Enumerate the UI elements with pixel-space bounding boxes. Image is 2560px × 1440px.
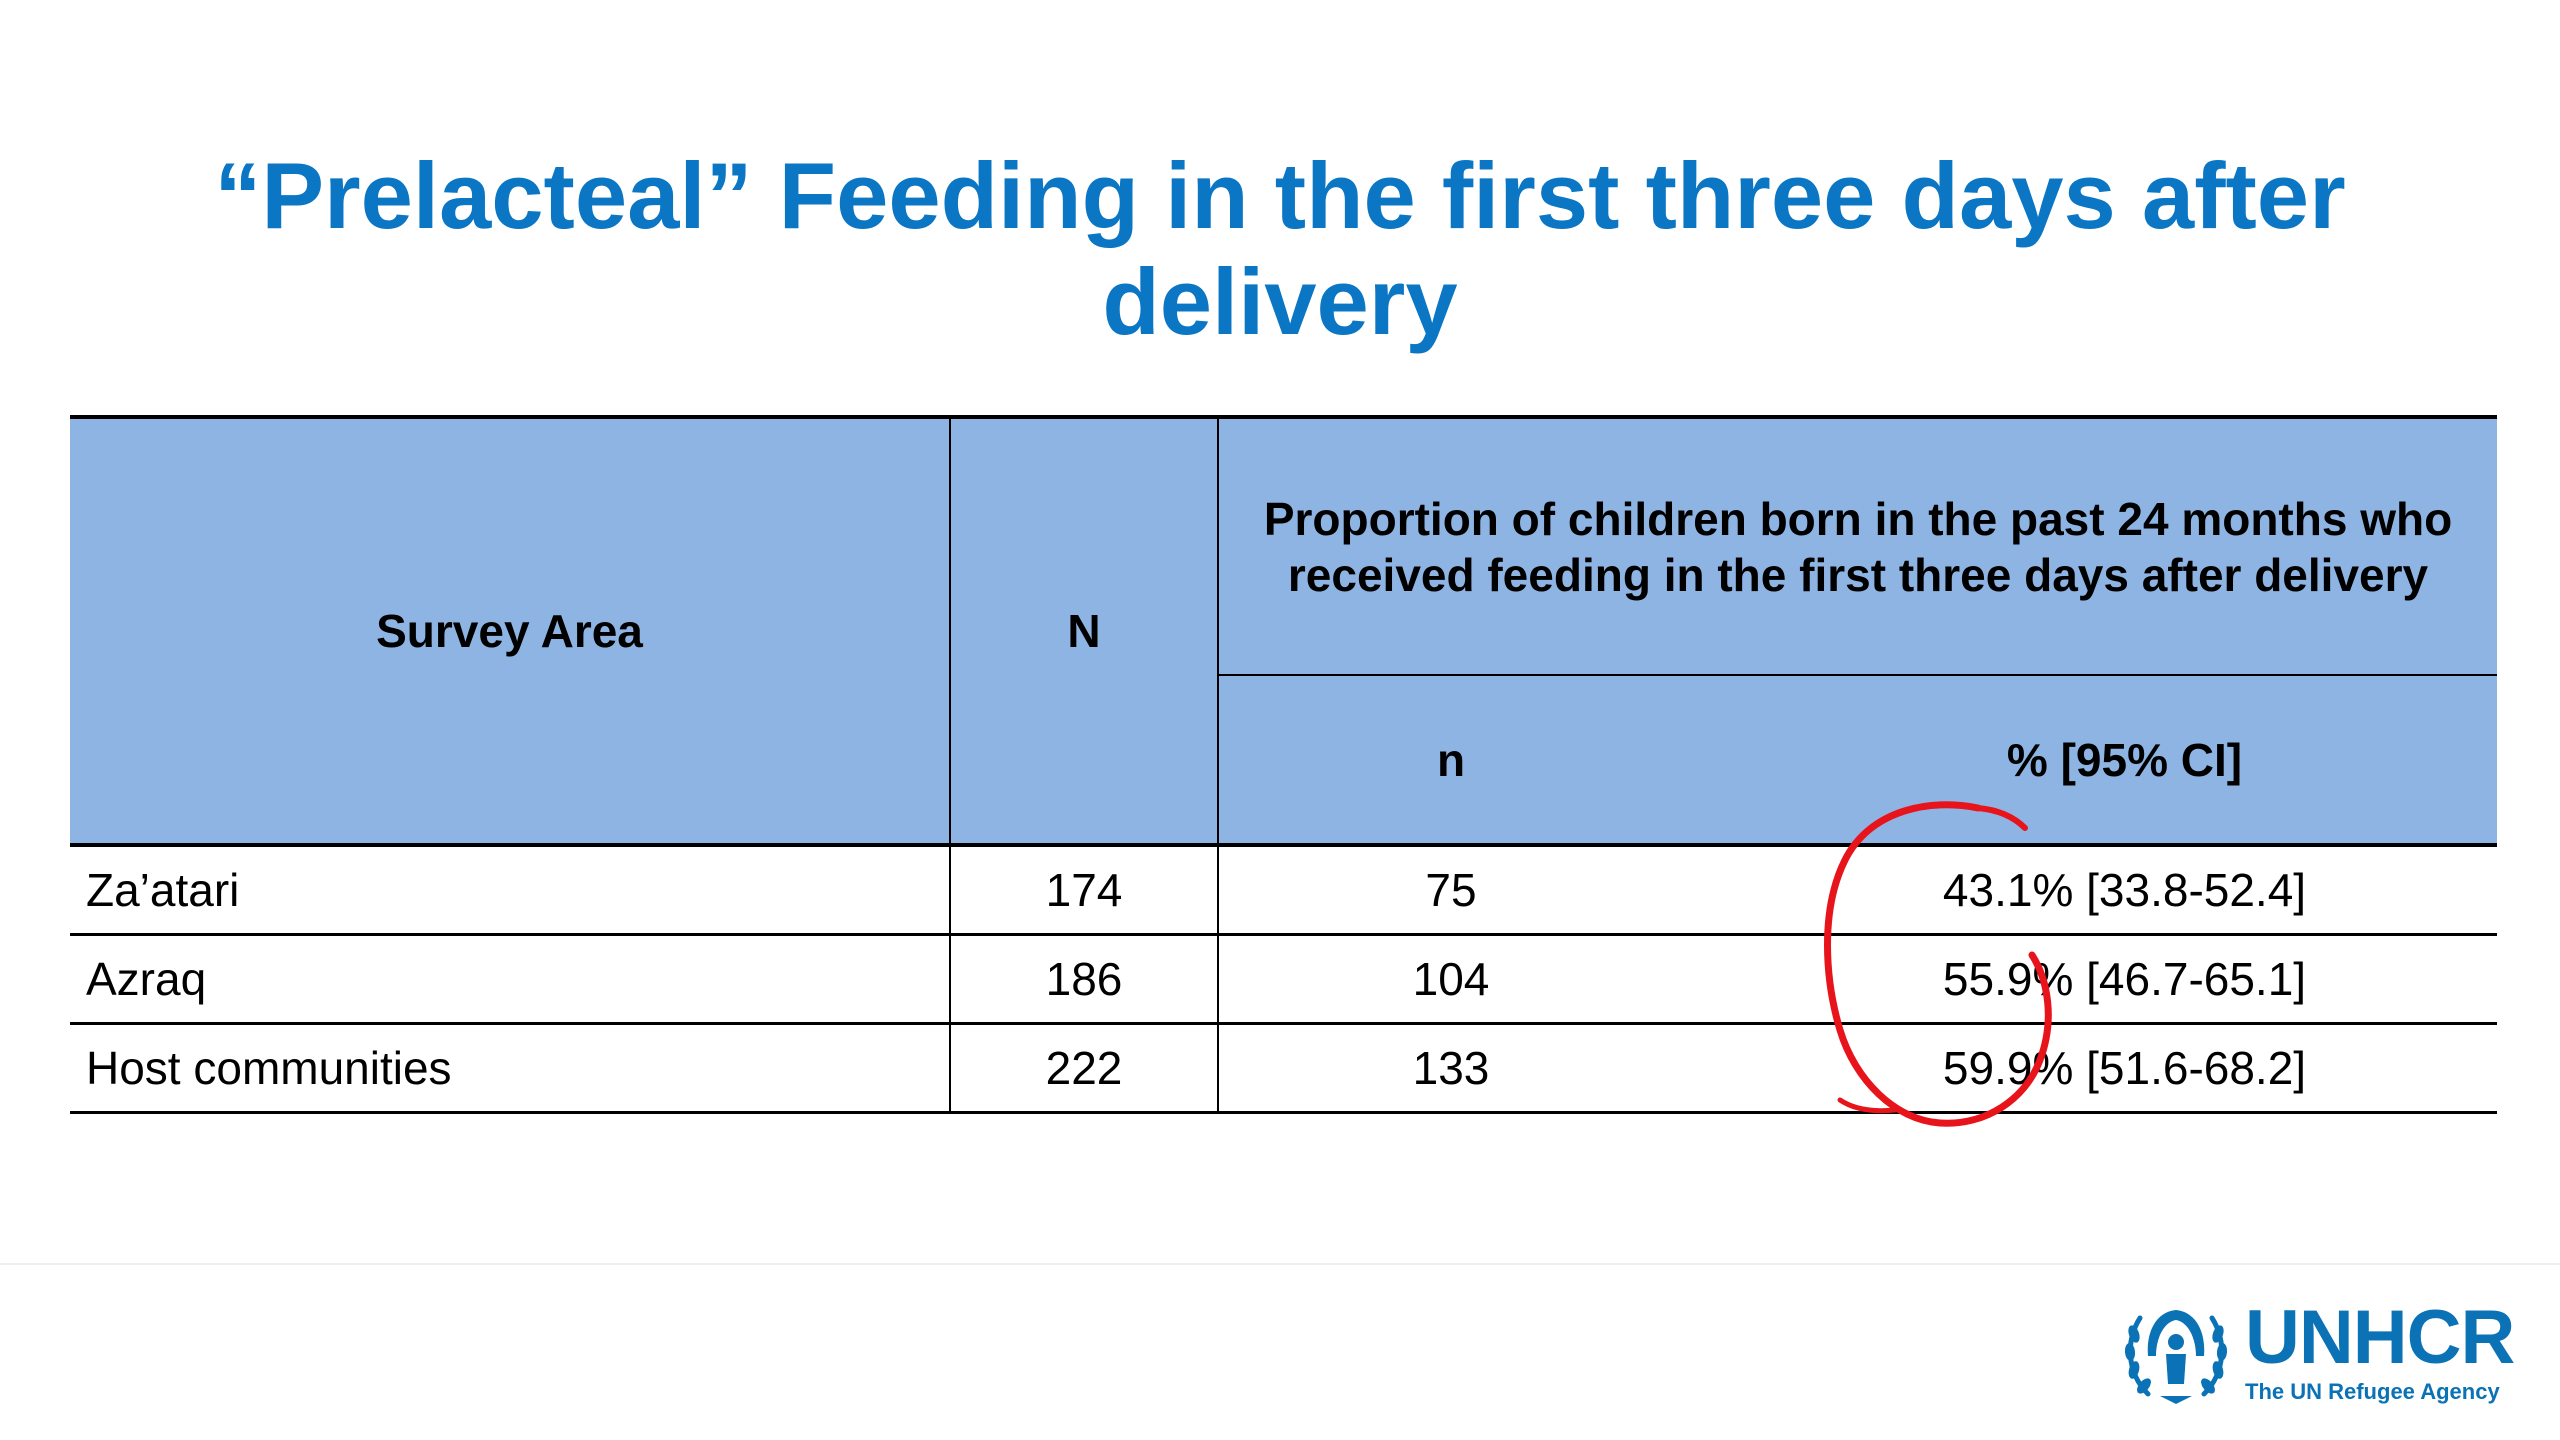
logo-name: UNHCR <box>2245 1295 2515 1380</box>
slide-title-line-1: “Prelacteal” Feeding in the first three … <box>214 142 2346 248</box>
cell-n: 104 <box>1218 934 1683 1025</box>
unhcr-logo: UNHCR The UN Refugee Agency <box>2120 1300 2520 1410</box>
cell-N: 186 <box>950 934 1219 1025</box>
slide-title-line-2: delivery <box>1102 248 1458 354</box>
table-row: Azraq 186 104 55.9% [46.7-65.1] <box>70 934 2498 1025</box>
table-row: Host communities 222 133 59.9% [51.6-68.… <box>70 1023 2498 1114</box>
cell-area: Azraq <box>70 934 951 1025</box>
prelacteal-feeding-table: Survey Area N Proportion of children bor… <box>70 415 2498 1114</box>
header-n: n <box>1218 675 1683 847</box>
cell-N: 174 <box>950 845 1219 936</box>
header-proportion: Proportion of children born in the past … <box>1218 415 2498 676</box>
header-survey-area: Survey Area <box>70 415 951 847</box>
footer-divider <box>0 1263 2560 1265</box>
unhcr-emblem-icon <box>2124 1310 2228 1404</box>
cell-n: 75 <box>1218 845 1683 936</box>
cell-pct: 55.9% [46.7-65.1] <box>1683 934 2498 1025</box>
cell-area: Host communities <box>70 1023 951 1114</box>
cell-area: Za’atari <box>70 845 951 936</box>
cell-N: 222 <box>950 1023 1219 1114</box>
slide-title: “Prelacteal” Feeding in the first three … <box>0 143 2560 355</box>
cell-pct: 43.1% [33.8-52.4] <box>1683 845 2498 936</box>
logo-tagline: The UN Refugee Agency <box>2245 1379 2500 1404</box>
cell-n: 133 <box>1218 1023 1683 1114</box>
table-row: Za’atari 174 75 43.1% [33.8-52.4] <box>70 845 2498 936</box>
cell-pct: 59.9% [51.6-68.2] <box>1683 1023 2498 1114</box>
header-N: N <box>950 415 1219 847</box>
unhcr-wordmark: UNHCR The UN Refugee Agency <box>2245 1295 2515 1406</box>
header-pct: % [95% CI] <box>1683 675 2498 847</box>
